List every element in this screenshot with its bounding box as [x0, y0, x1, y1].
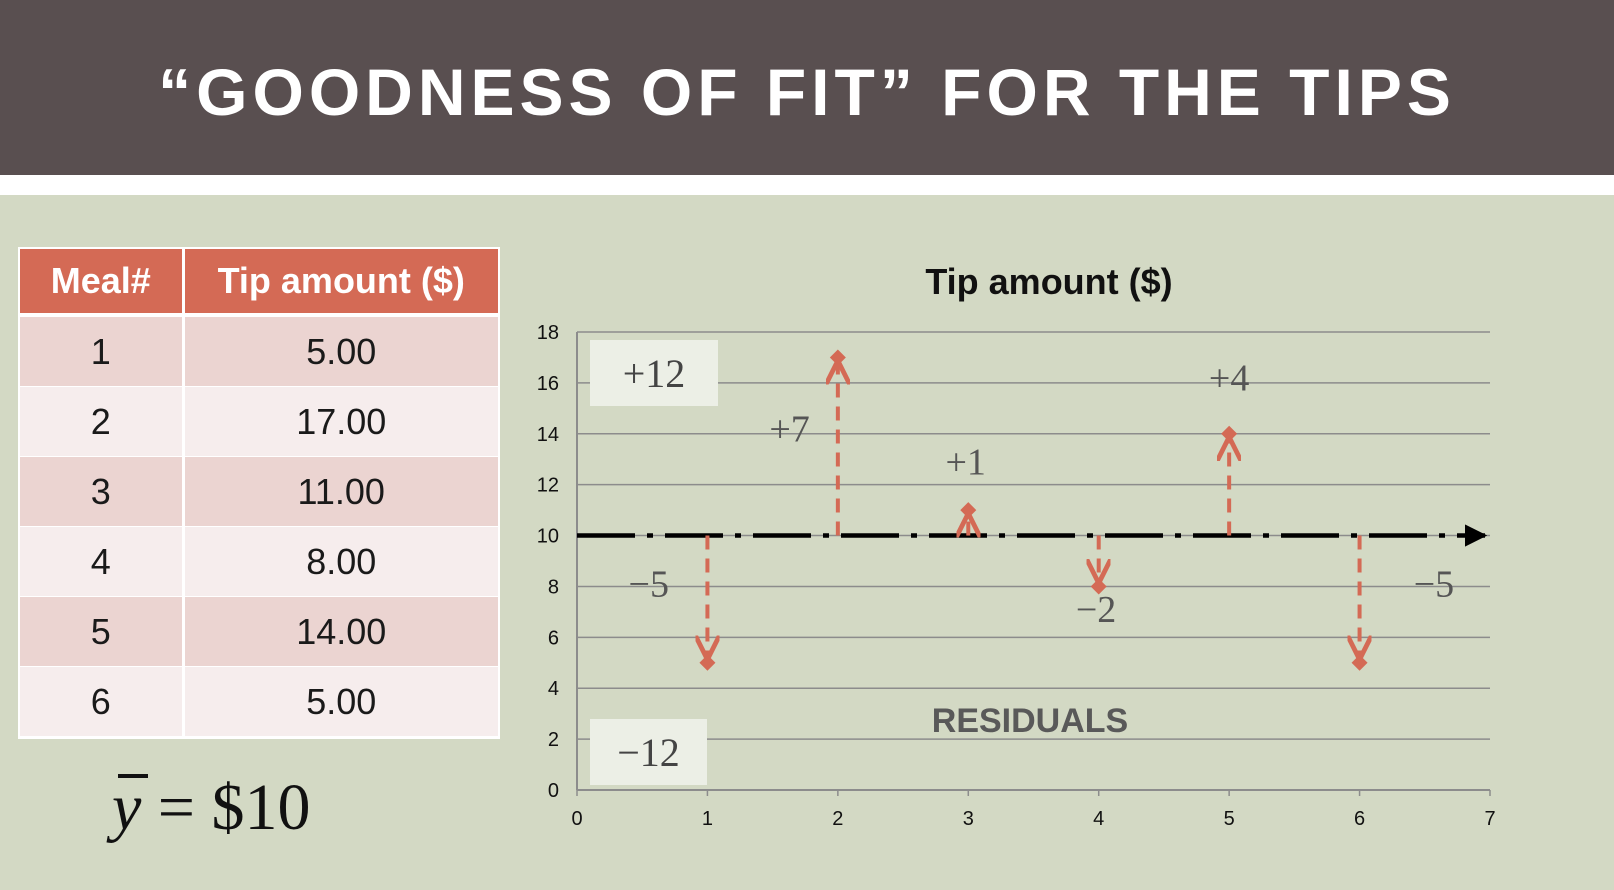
- y-tick-label: 10: [537, 526, 559, 548]
- data-point: [699, 654, 716, 671]
- x-tick-label: 1: [702, 808, 713, 830]
- tips-table: Meal# Tip amount ($) 1 5.00 2 17.00 3 11…: [18, 247, 500, 739]
- meal-cell: 6: [20, 666, 185, 737]
- x-tick-label: 2: [832, 808, 843, 830]
- y-tick-label: 4: [548, 678, 559, 700]
- residual-label: −2: [1076, 589, 1116, 631]
- residual-label: +1: [945, 441, 985, 483]
- y-tick-label: 6: [548, 627, 559, 649]
- table-row: 4 8.00: [20, 526, 498, 597]
- table-row: 1 5.00: [20, 315, 498, 387]
- data-point: [1221, 425, 1238, 442]
- table-row: 3 11.00: [20, 456, 498, 527]
- slide-title: “GOODNESS OF FIT” FOR THE TIPS: [158, 55, 1456, 129]
- x-tick-label: 7: [1484, 808, 1495, 830]
- tip-cell: 5.00: [183, 315, 498, 387]
- residual-labels: −5 +7 +1 −2 +4 −5: [629, 358, 1455, 632]
- x-tick-label: 0: [571, 808, 582, 830]
- axes: [576, 332, 1491, 796]
- table-row: 6 5.00: [20, 666, 498, 737]
- x-tick-label: 4: [1093, 808, 1104, 830]
- negative-total-label: −12: [617, 730, 680, 775]
- y-tick-label: 2: [548, 729, 559, 751]
- data-point: [960, 502, 977, 519]
- mean-symbol: y: [112, 770, 148, 846]
- residual-label: +4: [1209, 358, 1249, 400]
- residual-label: −5: [1414, 564, 1454, 606]
- y-tick-label: 8: [548, 576, 559, 598]
- positive-total-box: [590, 340, 718, 406]
- data-point: [1090, 578, 1107, 595]
- tip-cell: 5.00: [183, 666, 498, 737]
- y-tick-label: 14: [537, 424, 559, 446]
- mean-value: = $10: [141, 771, 311, 844]
- data-point: [1351, 654, 1368, 671]
- meal-cell: 3: [20, 456, 185, 527]
- tip-cell: 11.00: [183, 456, 498, 527]
- header-meal: Meal#: [20, 249, 185, 317]
- header-tip-amount: Tip amount ($): [183, 249, 498, 317]
- table-row: 2 17.00: [20, 386, 498, 457]
- y-tick-label: 16: [537, 373, 559, 395]
- meal-cell: 2: [20, 386, 185, 457]
- mean-symbol-letter: y: [112, 771, 142, 844]
- meal-cell: 5: [20, 596, 185, 667]
- x-tick-label: 5: [1224, 808, 1235, 830]
- meal-cell: 4: [20, 526, 185, 597]
- y-tick-label: 18: [537, 322, 559, 344]
- y-tick-label: 12: [537, 475, 559, 497]
- residuals-annotation: RESIDUALS: [932, 702, 1128, 740]
- chart-title: Tip amount ($): [925, 261, 1172, 302]
- data-points: [699, 349, 1368, 671]
- meal-cell: 1: [20, 315, 185, 387]
- x-tick-label: 6: [1354, 808, 1365, 830]
- tip-cell: 8.00: [183, 526, 498, 597]
- table-header-row: Meal# Tip amount ($): [20, 249, 498, 317]
- tip-cell: 17.00: [183, 386, 498, 457]
- x-tick-label: 3: [963, 808, 974, 830]
- residual-totals: +12 −12: [590, 340, 718, 785]
- residual-label: −5: [629, 564, 669, 606]
- negative-total-box: [590, 719, 707, 785]
- title-bar: [0, 0, 1614, 175]
- table-row: 5 14.00: [20, 596, 498, 667]
- tip-cell: 14.00: [183, 596, 498, 667]
- mean-formula: y = $10: [112, 770, 311, 846]
- data-point: [829, 349, 846, 366]
- residual-label: +7: [769, 408, 809, 450]
- grid-lines: [577, 331, 1490, 740]
- residual-arrows: [707, 365, 1359, 654]
- positive-total-label: +12: [623, 351, 686, 396]
- y-tick-label: 0: [548, 780, 559, 802]
- title-divider: [0, 175, 1614, 195]
- mean-bar: [118, 774, 148, 778]
